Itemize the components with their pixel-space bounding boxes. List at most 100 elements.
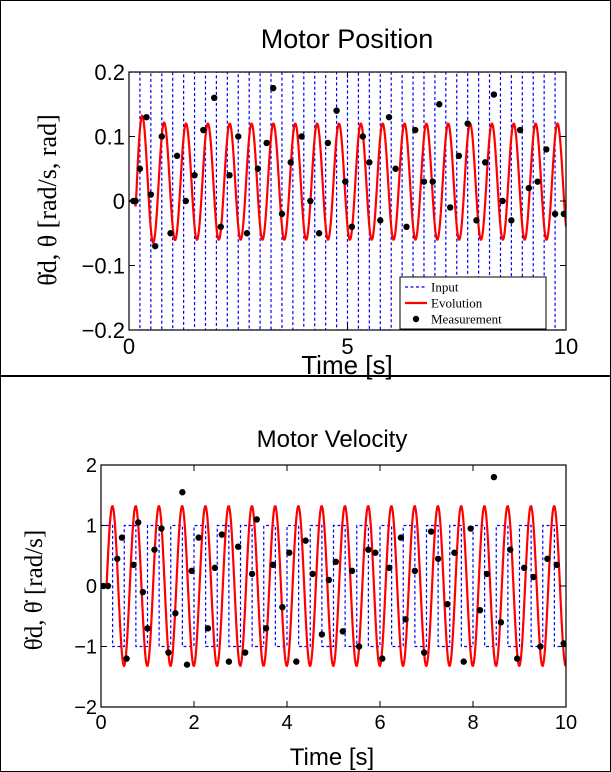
measurement-point — [420, 178, 428, 185]
measurement-point — [534, 178, 541, 185]
measurement-point — [152, 242, 159, 250]
measurement-point — [420, 649, 428, 656]
measurement-point — [543, 146, 550, 153]
measurement-point — [348, 223, 356, 230]
measurement-point — [525, 184, 533, 192]
y-tick-label: 0.1 — [94, 124, 125, 149]
measurement-point — [446, 204, 454, 211]
measurement-point — [348, 567, 356, 575]
y-tick-label: −2 — [74, 697, 97, 719]
measurement-point — [143, 113, 150, 121]
y-tick-label: 0.2 — [94, 60, 125, 85]
y-axis-label: θ̇d, θ̇ [rad/s] — [21, 530, 48, 650]
measurement-point — [123, 655, 130, 662]
measurement-point — [483, 570, 491, 578]
measurement-point — [270, 84, 277, 92]
x-tick-label: 5 — [341, 334, 353, 359]
measurement-point — [490, 91, 498, 98]
evolution-series-line — [129, 114, 566, 244]
measurement-point — [158, 525, 165, 532]
y-tick-label: 0 — [113, 189, 125, 214]
x-tick-label: 8 — [467, 712, 478, 734]
measurement-point — [158, 133, 165, 140]
measurement-point — [144, 625, 151, 632]
measurement-point — [411, 567, 419, 575]
measurement-point — [262, 625, 270, 632]
measurement-point — [241, 649, 249, 656]
measurement-point — [436, 101, 443, 108]
measurement-point — [286, 549, 293, 556]
measurement-point — [243, 230, 251, 237]
measurement-point — [307, 197, 314, 205]
x-tick-label: 0 — [123, 334, 135, 359]
measurement-point — [235, 133, 242, 140]
measurement-point — [217, 223, 224, 230]
chart-title: Motor Velocity — [257, 426, 408, 453]
x-tick-label: 4 — [281, 712, 292, 734]
measurement-point — [427, 528, 435, 535]
motor-position-chart: Motor Position 0 5 10 0.2 0.1 0 −0.1 −0.2 InputE… — [33, 24, 578, 380]
measurement-point — [386, 564, 393, 572]
measurement-point — [139, 588, 147, 596]
measurement-point — [560, 640, 566, 647]
measurement-point — [298, 133, 305, 140]
measurement-point — [147, 191, 155, 198]
plot-series-group — [129, 72, 566, 330]
measurement-point — [497, 619, 505, 626]
measurement-point — [226, 172, 233, 179]
measurement-point — [560, 210, 566, 218]
measurement-point — [279, 603, 286, 611]
measurement-point — [135, 519, 142, 526]
measurement-point — [507, 546, 514, 553]
measurement-point — [211, 564, 219, 572]
measurement-point — [172, 610, 179, 617]
measurement-point — [513, 655, 521, 662]
measurement-point — [118, 534, 126, 541]
x-tick-label: 10 — [555, 712, 577, 734]
measurement-point — [544, 555, 551, 562]
measurement-point — [293, 658, 300, 665]
y-tick-label: −0.2 — [82, 318, 125, 343]
measurement-point — [278, 210, 286, 218]
measurement-point — [551, 210, 559, 218]
plot-area: 0 5 10 0.2 0.1 0 −0.1 −0.2 InputEvolutionMeasure… — [82, 60, 579, 359]
measurement-point — [553, 561, 560, 569]
measurement-point — [444, 600, 451, 608]
measurement-point — [218, 531, 226, 538]
x-tick-label: 0 — [95, 712, 106, 734]
measurement-point — [130, 561, 137, 569]
measurement-point — [200, 126, 207, 134]
measurement-point — [188, 567, 195, 575]
y-tick-label: −1 — [74, 637, 97, 659]
input-series-line — [129, 72, 566, 330]
measurement-point — [182, 197, 190, 205]
measurement-point — [179, 489, 186, 496]
measurement-point — [302, 537, 309, 544]
measurement-point — [195, 534, 202, 541]
measurement-point — [464, 120, 471, 127]
measurement-point — [379, 655, 386, 662]
x-tick-label: 2 — [188, 712, 199, 734]
measurement-point — [173, 152, 181, 160]
measurement-point — [269, 561, 277, 569]
y-tick-label: 1 — [86, 516, 97, 538]
measurement-point — [429, 178, 436, 185]
measurement-point — [254, 165, 262, 172]
x-axis-label: Time [s] — [290, 744, 374, 771]
measurement-point — [366, 159, 373, 166]
measurement-point — [481, 159, 489, 166]
measurement-point — [476, 607, 484, 614]
measurement-point — [191, 172, 198, 179]
measurement-point — [359, 133, 366, 140]
y-axis-label: θ̇d, θ [rad/s, rad] — [33, 114, 62, 285]
measurement-point — [372, 549, 379, 556]
measurement-point — [339, 628, 346, 635]
measurement-point — [392, 165, 399, 172]
legend-swatch — [412, 315, 420, 323]
measurement-point — [355, 643, 363, 650]
measurement-point — [397, 534, 405, 541]
x-tick-label: 10 — [554, 334, 578, 359]
